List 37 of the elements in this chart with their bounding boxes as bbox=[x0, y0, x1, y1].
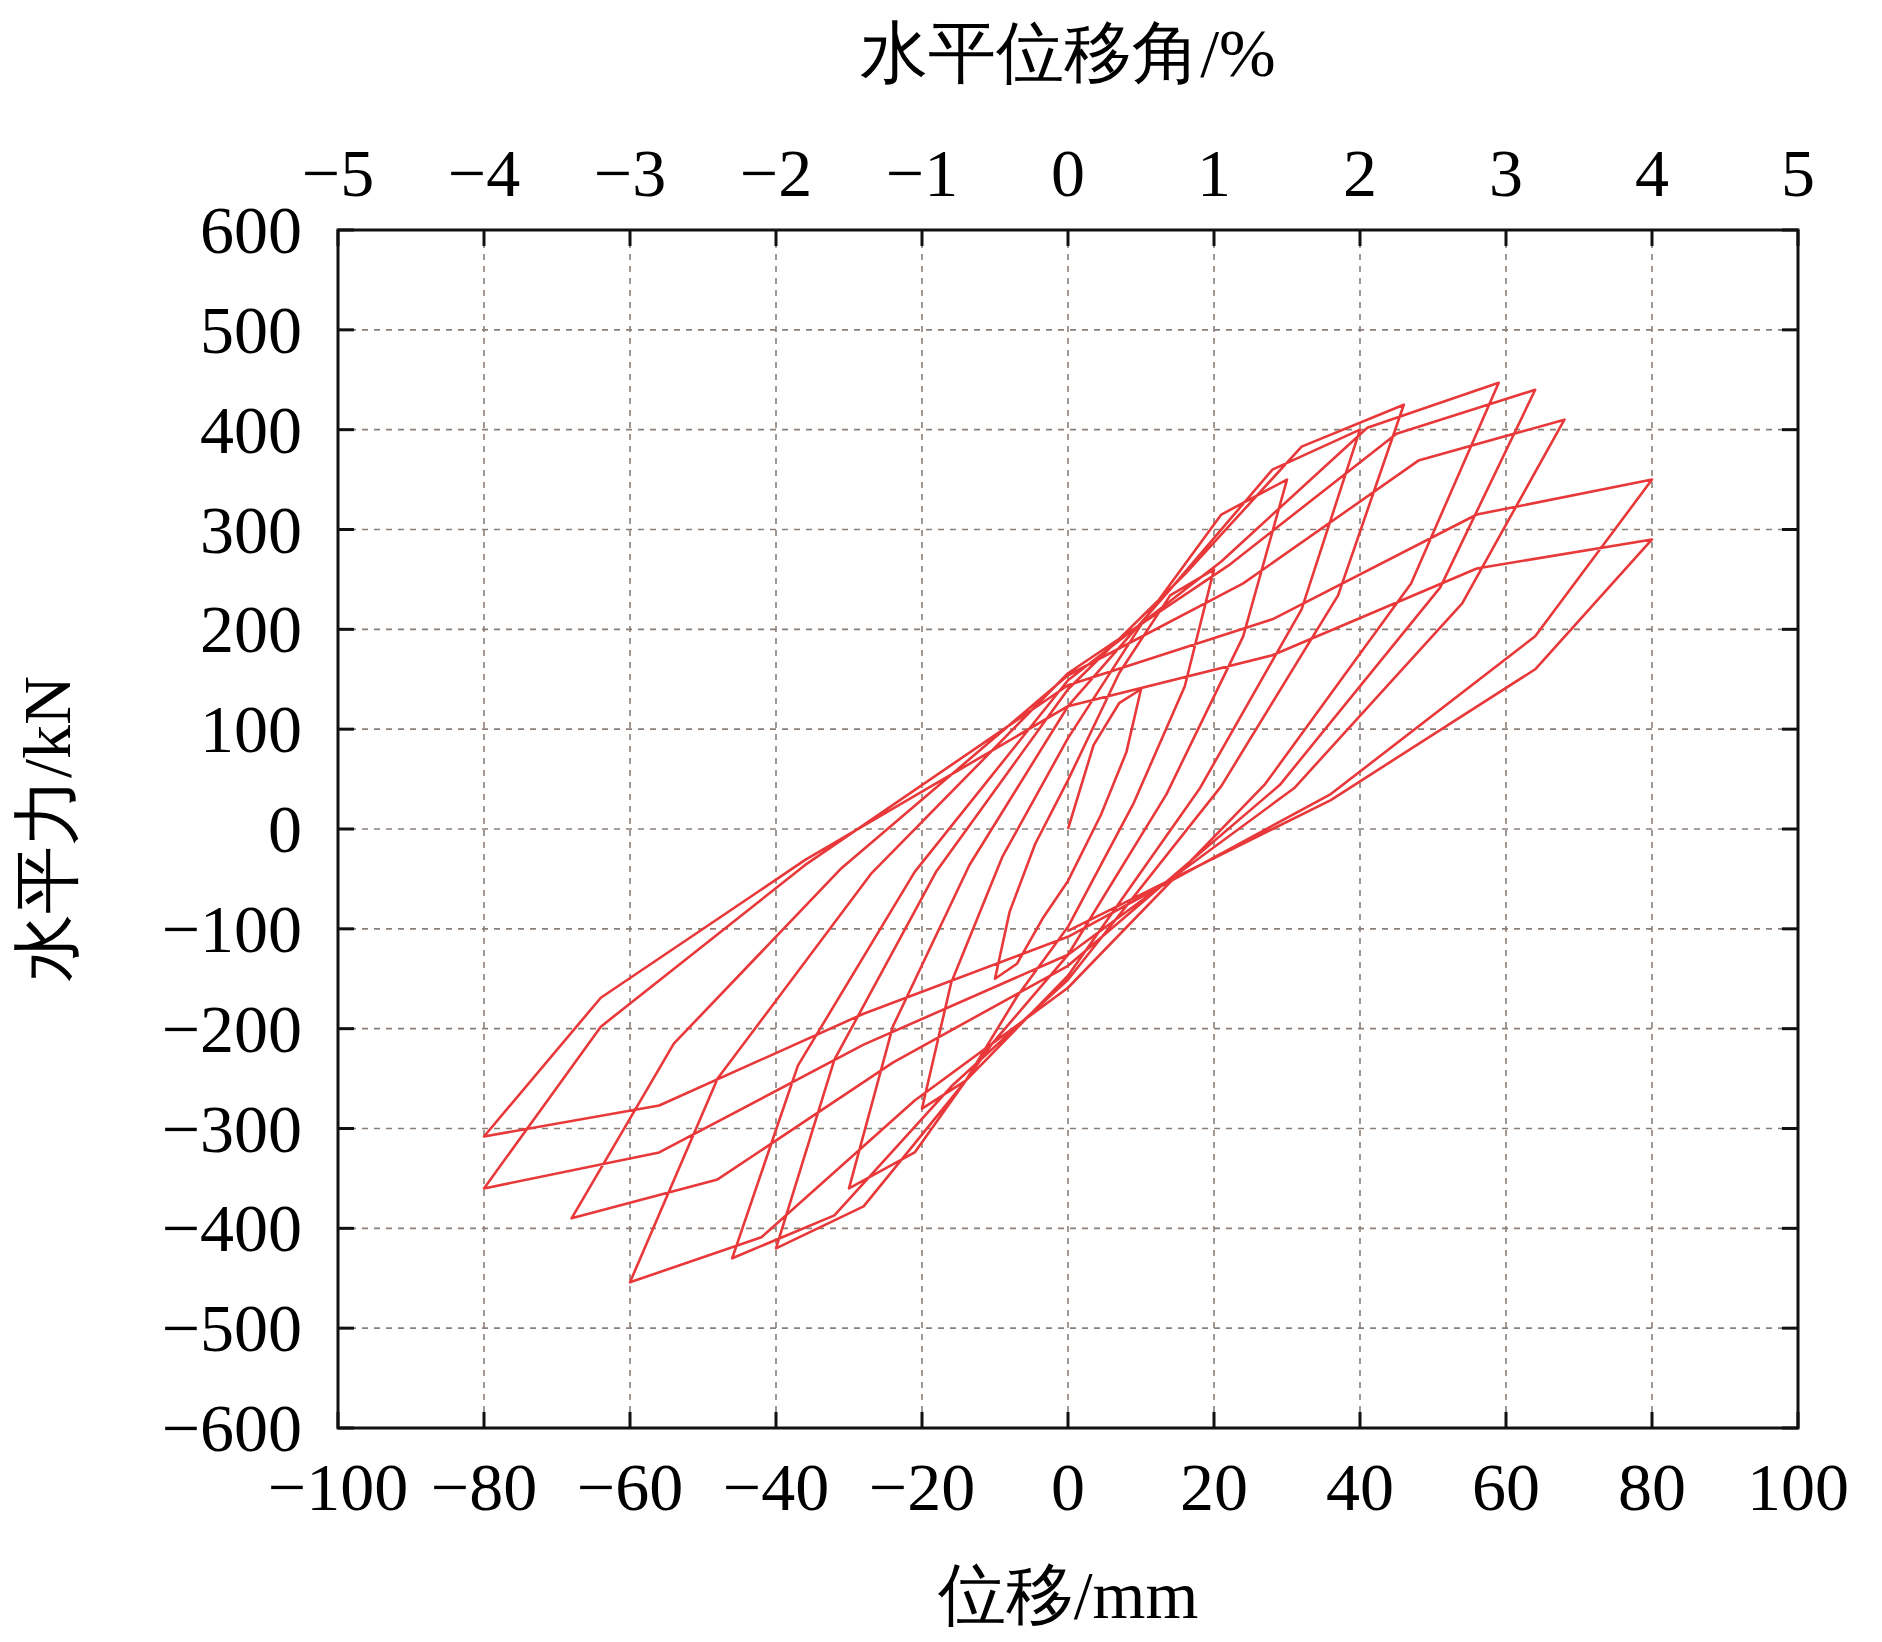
x-tick-label: −20 bbox=[868, 1449, 976, 1525]
x2-tick-label: 4 bbox=[1635, 135, 1669, 211]
y-tick-label: −300 bbox=[161, 1090, 302, 1167]
x2-tick-label: −4 bbox=[447, 135, 521, 211]
y-tick-label: 500 bbox=[200, 291, 302, 368]
y-tick-label: 600 bbox=[200, 192, 302, 268]
x2-tick-label: 1 bbox=[1197, 135, 1231, 211]
y-tick-label: −500 bbox=[161, 1290, 302, 1367]
x-tick-label: −60 bbox=[576, 1449, 684, 1525]
x2-tick-label: 5 bbox=[1781, 135, 1815, 211]
x2-tick-label: 2 bbox=[1343, 135, 1377, 211]
x2-tick-label: 3 bbox=[1489, 135, 1523, 211]
x2-tick-label: −3 bbox=[593, 135, 667, 211]
y-tick-label: −200 bbox=[161, 990, 302, 1067]
x-tick-label: 80 bbox=[1618, 1449, 1686, 1525]
x-tick-label: −40 bbox=[722, 1449, 830, 1525]
x-tick-label: 20 bbox=[1180, 1449, 1248, 1525]
y-tick-label: 300 bbox=[200, 491, 302, 568]
x-tick-label: −80 bbox=[430, 1449, 538, 1525]
y-tick-label: 100 bbox=[200, 691, 302, 768]
x-tick-label: 0 bbox=[1051, 1449, 1085, 1525]
x-tick-label: 40 bbox=[1326, 1449, 1394, 1525]
x2-tick-label: −1 bbox=[885, 135, 959, 211]
y-tick-label: −100 bbox=[161, 890, 302, 967]
x-axis-title: 位移/mm bbox=[937, 1557, 1199, 1633]
y-tick-label: 400 bbox=[200, 391, 302, 468]
y-tick-label: 0 bbox=[268, 791, 302, 867]
line-series bbox=[482, 381, 1654, 1284]
x2-tick-label: 0 bbox=[1051, 135, 1085, 211]
x-tick-label: 100 bbox=[1747, 1449, 1849, 1525]
x2-tick-label: −2 bbox=[739, 135, 813, 211]
x-tick-label: 60 bbox=[1472, 1449, 1540, 1525]
x2-axis-title: 水平位移角/% bbox=[860, 15, 1276, 91]
y-tick-label: 200 bbox=[200, 591, 302, 668]
y-tick-label: −400 bbox=[161, 1190, 302, 1267]
x2-tick-label: −5 bbox=[301, 135, 375, 211]
y-axis-title: 水平力/kN bbox=[9, 676, 85, 982]
